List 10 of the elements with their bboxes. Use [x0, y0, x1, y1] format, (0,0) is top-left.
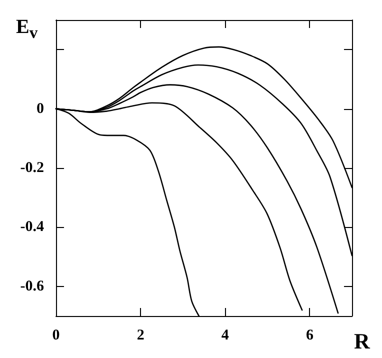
- y-tick-label: 0: [36, 100, 44, 117]
- y-tick-label: -0.4: [20, 219, 44, 236]
- x-tick-label: 2: [136, 328, 144, 344]
- x-tick-label: 4: [221, 328, 230, 344]
- x-tick-label: 6: [306, 328, 314, 344]
- x-tick-label: 0: [52, 328, 60, 344]
- y-axis-title: E$_{v}$: [16, 16, 38, 44]
- y-tick-label: -0.6: [20, 278, 44, 294]
- x-axis-title: R: [354, 328, 371, 354]
- y-tick-label: -0.2: [20, 160, 44, 176]
